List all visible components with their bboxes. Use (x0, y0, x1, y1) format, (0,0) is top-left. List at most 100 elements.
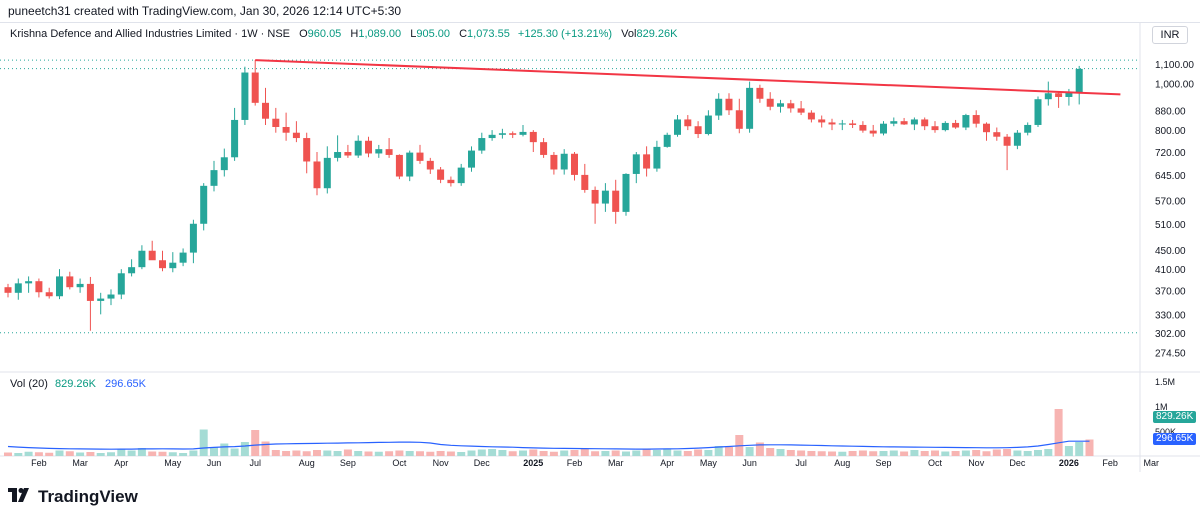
volume-bar (745, 447, 754, 456)
candle-body (849, 123, 857, 125)
candle-body (148, 250, 156, 261)
candle (169, 252, 177, 273)
volume-bar (158, 451, 167, 456)
volume-bar (858, 450, 867, 456)
volume-bar (436, 451, 445, 456)
volume-indicator-label[interactable]: Vol (20) (10, 378, 48, 390)
price-tick-label: 370.00 (1155, 287, 1186, 298)
candle-body (560, 153, 568, 170)
volume-bar (220, 443, 229, 456)
candle (179, 248, 187, 267)
candle-body (910, 119, 918, 125)
candle (303, 132, 311, 174)
volume-bar (76, 452, 85, 456)
time-tick-label: Dec (474, 458, 491, 468)
currency-button[interactable]: INR (1152, 26, 1188, 44)
candle (890, 117, 898, 127)
candle (1003, 134, 1011, 171)
candle (128, 259, 136, 277)
candle-body (86, 283, 94, 301)
candle-body (447, 179, 455, 184)
symbol-title[interactable]: Krishna Defence and Allied Industries Li… (10, 28, 291, 40)
volume-bar (848, 451, 857, 456)
time-tick-label: Feb (567, 458, 583, 468)
candle-body (632, 154, 640, 174)
volume-label: Vol (621, 28, 637, 40)
time-tick-label: May (700, 458, 718, 468)
volume-last-tag: 829.26K (1153, 411, 1197, 423)
volume-tick-label: 1M (1155, 402, 1168, 412)
candle-body (488, 134, 496, 139)
candle-body (818, 119, 826, 123)
candle-body (1065, 92, 1073, 97)
volume-bar (199, 429, 208, 456)
volume-bar (1034, 450, 1042, 456)
candle (86, 276, 94, 331)
volume-bar (137, 448, 146, 456)
low-label: L (410, 28, 417, 40)
candle-body (684, 119, 692, 127)
candle-body (601, 190, 609, 204)
volume-bar (529, 449, 538, 456)
volume-bar (704, 450, 713, 456)
candle (756, 84, 764, 103)
candle-body (756, 87, 764, 99)
volume-bar (488, 449, 497, 456)
candle-body (540, 142, 548, 155)
volume-bar (1044, 449, 1053, 456)
candlestick-chart[interactable]: 1,100.00 1,000.00 880.00 800.00 720.00 645.00… (0, 0, 1200, 480)
candle-body (725, 98, 733, 111)
candle (210, 160, 218, 192)
time-tick-label: Nov (433, 458, 450, 468)
price-tick-label: 880.00 (1155, 106, 1186, 117)
symbol-legend[interactable]: Krishna Defence and Allied Industries Li… (10, 28, 677, 40)
candle-body (272, 118, 280, 127)
volume-bar (879, 451, 888, 456)
candle (643, 146, 651, 177)
candle-body (890, 121, 898, 124)
volume-bar (385, 451, 394, 456)
candle-body (859, 124, 867, 131)
candle (838, 119, 846, 131)
volume-bars (4, 409, 1094, 456)
volume-bar (313, 450, 321, 456)
candle-body (138, 250, 146, 268)
volume-indicator-value: 829.26K (54, 378, 96, 390)
candle (1044, 81, 1052, 106)
price-tick-label: 274.50 (1155, 349, 1186, 360)
candle (910, 117, 918, 131)
candle (272, 107, 280, 133)
candle (797, 101, 805, 116)
candle (972, 110, 980, 128)
chart-panel[interactable] (0, 22, 1200, 473)
candle (529, 130, 537, 153)
time-tick-label: Feb (31, 458, 47, 468)
candle (735, 98, 743, 134)
price-tick-label: 720.00 (1155, 148, 1186, 159)
candle (540, 138, 548, 158)
volume-bar (24, 451, 33, 456)
candle-body (323, 157, 331, 189)
candle-body (478, 138, 486, 151)
volume-bar (673, 450, 682, 456)
candle (323, 146, 331, 194)
candle-body (797, 108, 805, 113)
volume-bar (230, 448, 239, 456)
candle (560, 149, 568, 175)
volume-legend[interactable]: Vol (20) 829.26K 296.65K (10, 378, 146, 390)
candle (375, 144, 383, 158)
volume-ma-line (7, 440, 1090, 450)
volume-bar (364, 451, 373, 456)
candle (313, 152, 321, 196)
candle-body (97, 298, 105, 301)
candle (869, 124, 877, 137)
candle (663, 132, 671, 148)
volume-bar (302, 451, 311, 456)
candle (859, 121, 867, 133)
candle-body (468, 150, 475, 168)
candle (14, 278, 22, 300)
candle (395, 154, 403, 180)
candle (828, 118, 836, 131)
brand-footer[interactable]: TradingView (8, 486, 138, 507)
candle-body (787, 103, 795, 109)
